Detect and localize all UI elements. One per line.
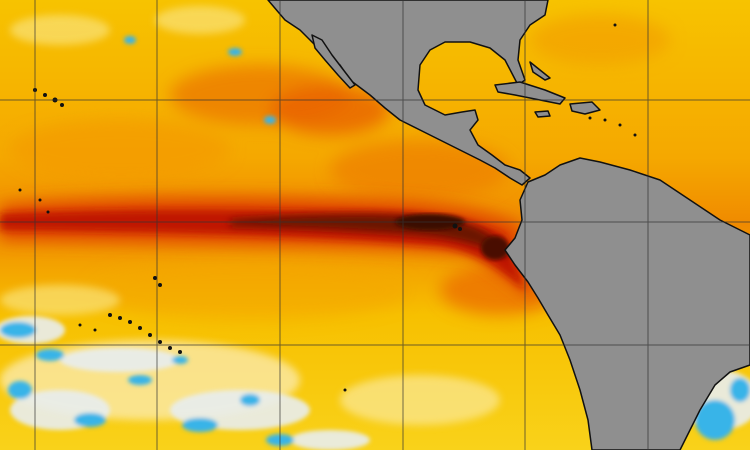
south-america: [504, 157, 750, 450]
baja-california: [311, 34, 356, 89]
jamaica: [534, 110, 551, 118]
islands: [18, 23, 637, 392]
hispaniola: [569, 101, 601, 115]
cuba: [494, 81, 566, 105]
bahamas: [529, 61, 551, 81]
land: [267, 0, 750, 450]
